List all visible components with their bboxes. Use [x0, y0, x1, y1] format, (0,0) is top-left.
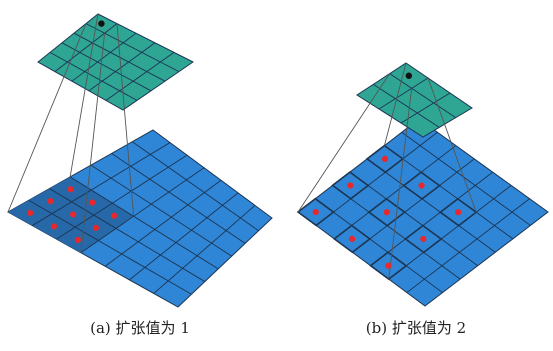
dilation-2-sampled-cell [331, 171, 370, 200]
dilation-1-connector-line [116, 23, 135, 217]
dilation-2-input-grid-line [334, 145, 457, 240]
dilation-1-input-grid-line [32, 142, 171, 226]
dilation-1-input-grid-line [104, 179, 222, 267]
diagram-dilation-1 [6, 13, 273, 308]
diagram-dilation-2 [296, 62, 549, 307]
dilation-1-input-grid-line [80, 167, 205, 254]
dilation-2-kernel-sample-dot [420, 235, 427, 243]
dilation-2-connector-line [388, 88, 413, 280]
dilation-1-kernel-sample-dot [74, 236, 81, 243]
dilation-1-kernel-sample-dot [67, 186, 74, 193]
dilation-1-input-grid-line [111, 153, 246, 244]
dilation-1-kernel-sample-dot [110, 212, 118, 219]
dilation-1-output-plane [37, 13, 194, 111]
dilation-2-kernel-sample-dot [312, 208, 319, 216]
dilation-2-kernel-sample-dot [385, 262, 392, 269]
dilation-2-connector-line [427, 77, 477, 213]
dilation-1-output-grid-line [88, 42, 156, 92]
caption-dilation-1: (a) 扩张值为 1 [90, 319, 190, 337]
dilation-2-output-grid-line [378, 77, 429, 110]
dilation-1-input-grid-line [90, 164, 232, 257]
dilation-1-input-grid-line [69, 176, 219, 270]
dilation-2-input-grid-line [401, 131, 531, 226]
dilation-1-output-grid-line [61, 42, 152, 92]
dilation-2-input-grid-line [349, 171, 478, 267]
dilation-1-output-cell-dot [98, 20, 105, 27]
dilation-1-output-grid-line [85, 23, 180, 72]
dilation-1-kernel-sample-dot [50, 223, 58, 230]
dilation-2-input-grid-line [384, 145, 514, 240]
dilation-2-kernel-sample-dot [383, 209, 390, 216]
dilation-2-output-grid-line [389, 73, 456, 119]
dilation-1-kernel-sample-dot [47, 198, 54, 205]
dilation-2-connector-line [297, 73, 391, 213]
dilation-1-kernel-sample-dot [89, 199, 96, 206]
dilation-2-input-grid-line [352, 158, 475, 253]
dilation-1-input-grid-line [28, 199, 192, 295]
dilation-1-kernel-sample-dot [70, 211, 77, 218]
dilation-1-input-grid-line [129, 192, 239, 281]
dilation-2-kernel-sample-dot [347, 182, 354, 189]
dilation-2-sampled-cell [402, 171, 441, 200]
dilation-2-input-grid-line [370, 171, 493, 267]
dilation-2-kernel-sample-dot [455, 209, 462, 216]
dilation-1-kernel-sample-dot [92, 224, 99, 231]
dilation-2-input-grid-line [332, 185, 461, 280]
dilation-1-connector-line [7, 23, 87, 213]
dilation-2-output-grid-line [373, 83, 440, 128]
dilation-2-sampled-cell [439, 197, 478, 227]
dilation-2-kernel-sample-dot [418, 182, 425, 189]
dilation-2-output-plane [356, 62, 473, 138]
dilation-1-input-plane [6, 129, 273, 308]
dilation-1-connector-line [80, 33, 106, 253]
dilation-2-sampled-cell [367, 197, 407, 227]
dilation-2-sampled-cell [296, 197, 335, 227]
dilation-2-input-grid-line [388, 185, 512, 280]
dilation-1-output-grid-line [71, 32, 137, 82]
dilation-1-kernel-sample-dot [27, 209, 34, 216]
dilation-1-input-grid-line [132, 141, 259, 232]
dilation-1-input-grid-line [56, 154, 188, 240]
dilation-2-sampled-cell [404, 224, 443, 254]
dilation-1-output-grid-line [105, 52, 175, 101]
dilation-1-input-grid-line [49, 188, 206, 282]
dilation-1-connector-line [69, 13, 99, 177]
dilation-2-kernel-sample-dot [381, 155, 389, 162]
dilation-2-output-grid-line [400, 92, 451, 124]
dilation-2-input-grid-line [366, 158, 496, 253]
dilation-2-sampled-cell [332, 224, 372, 254]
dilation-2-input-grid-line [406, 198, 530, 293]
dilation-2-sampled-cell [365, 144, 405, 174]
dilation-2-kernel-sample-dot [348, 235, 356, 243]
dilation-1-output-grid-line [54, 23, 118, 72]
dilation-2-input-grid-line [315, 131, 438, 226]
dilation-2-output-cell-dot [405, 72, 413, 79]
dilation-2-connector-line [383, 62, 407, 146]
dilation-1-input-grid-line [153, 205, 256, 294]
caption-dilation-2: (b) 扩张值为 2 [365, 319, 467, 337]
dilation-2-input-grid-line [315, 198, 443, 293]
